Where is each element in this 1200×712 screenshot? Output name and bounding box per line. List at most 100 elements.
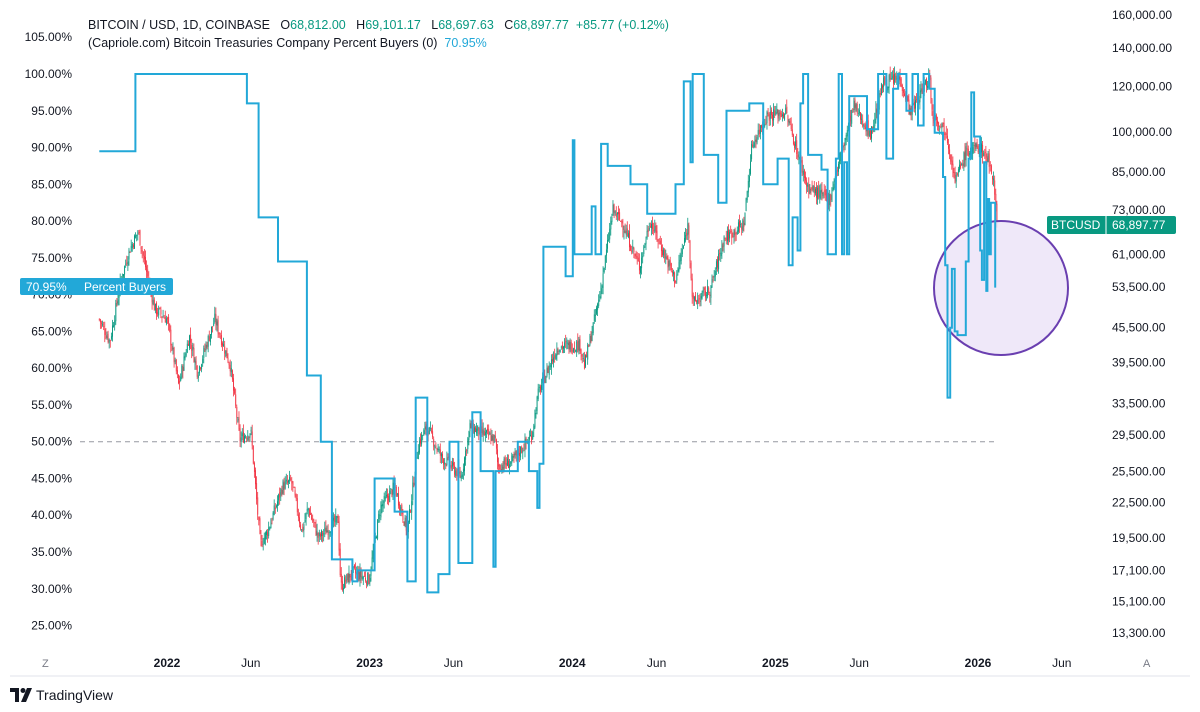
btcusd-candle xyxy=(153,299,155,311)
btcusd-candle xyxy=(575,350,577,352)
btcusd-candle xyxy=(168,316,170,324)
high-value: 69,101.17 xyxy=(365,18,421,32)
right-axis-tick-label: 15,100.00 xyxy=(1112,594,1166,608)
btcusd-candle xyxy=(206,344,208,348)
symbol-title[interactable]: BITCOIN / USD, 1D, COINBASE xyxy=(88,18,270,32)
btcusd-candle xyxy=(363,576,365,577)
btcusd-candle xyxy=(151,292,153,303)
btcusd-candle xyxy=(884,76,886,84)
btcusd-candle xyxy=(113,325,115,327)
btcusd-candle xyxy=(407,520,409,533)
btcusd-candle xyxy=(717,259,718,268)
btcusd-candle xyxy=(128,249,130,260)
btcusd-candle xyxy=(201,364,203,370)
btcusd-candle xyxy=(657,239,659,242)
btcusd-candle xyxy=(819,190,821,199)
btcusd-candle xyxy=(733,230,735,237)
left-axis-tick-label: 55.00% xyxy=(31,398,72,412)
timezone-button[interactable]: Z xyxy=(42,658,49,670)
btcusd-candle xyxy=(857,113,859,114)
indicator-title[interactable]: (Capriole.com) Bitcoin Treasuries Compan… xyxy=(88,36,438,50)
btcusd-candle xyxy=(379,514,381,516)
btcusd-candle xyxy=(422,435,424,437)
btcusd-candle xyxy=(170,329,172,346)
btcusd-candle xyxy=(708,287,710,294)
btcusd-candle xyxy=(134,235,135,249)
btcusd-candle xyxy=(514,453,516,456)
btcusd-candle xyxy=(599,296,601,299)
btcusd-candle xyxy=(307,508,309,511)
btcusd-candle xyxy=(949,149,951,155)
btcusd-candle xyxy=(257,497,259,515)
btcusd-candle xyxy=(274,507,276,510)
btcusd-candle xyxy=(972,147,974,154)
btcusd-candle xyxy=(250,429,252,432)
btcusd-candle xyxy=(281,490,283,495)
btcusd-candle xyxy=(192,347,194,350)
btcusd-candle xyxy=(391,489,393,496)
btcusd-candle xyxy=(98,319,100,320)
time-axis[interactable]: 2022 Jun 2023 Jun 2024 Jun 2025 Jun 2026 Jun xyxy=(154,656,1072,670)
btcusd-candle xyxy=(831,191,833,202)
auto-scale-button[interactable]: A xyxy=(1143,658,1151,670)
right-axis[interactable]: 160,000.00 140,000.00 120,000.00 100,000.00… xyxy=(1112,8,1172,640)
btcusd-candle xyxy=(240,437,242,442)
btcusd-candle xyxy=(423,430,425,436)
btcusd-candle xyxy=(913,101,915,109)
btcusd-candle xyxy=(159,307,161,309)
btcusd-candle xyxy=(807,184,809,187)
btcusd-candle xyxy=(534,412,536,428)
btcusd-candle xyxy=(824,189,826,196)
btcusd-candle xyxy=(830,194,832,201)
btcusd-candle xyxy=(777,109,779,119)
btcusd-candle xyxy=(602,273,604,288)
btcusd-candle xyxy=(136,234,138,236)
btcusd-candle xyxy=(208,336,210,342)
btcusd-candle xyxy=(629,231,630,248)
btcusd-candle xyxy=(647,229,649,232)
btcusd-candle xyxy=(512,456,514,459)
btcusd-candle xyxy=(658,239,660,241)
btcusd-candle xyxy=(497,449,498,463)
btcusd-candle xyxy=(883,77,885,87)
tradingview-logo[interactable]: TradingView xyxy=(10,686,113,704)
btcusd-candle xyxy=(124,266,126,275)
btcusd-candle xyxy=(195,361,197,365)
percent-buyers-badge-value: 70.95% xyxy=(26,280,67,294)
symbol-legend[interactable]: BITCOIN / USD, 1D, COINBASE O68,812.00 H… xyxy=(88,18,669,32)
btcusd-candle xyxy=(565,340,567,343)
btcusd-candle xyxy=(236,406,238,418)
btcusd-candle xyxy=(598,299,600,306)
indicator-legend[interactable]: (Capriole.com) Bitcoin Treasuries Compan… xyxy=(88,36,487,50)
btcusd-candle xyxy=(642,255,644,258)
btcusd-candle xyxy=(982,144,984,157)
btcusd-candle xyxy=(264,532,266,540)
btcusd-candle xyxy=(946,135,948,144)
btcusd-candle xyxy=(403,521,405,526)
btcusd-candle xyxy=(576,341,578,353)
btcusd-candle xyxy=(931,99,933,110)
right-axis-tick-label: 120,000.00 xyxy=(1112,79,1172,93)
btcusd-candle xyxy=(205,344,207,351)
btcusd-candle xyxy=(895,75,897,80)
btcusd-candle xyxy=(173,347,175,363)
btcusd-candle xyxy=(786,106,788,114)
btcusd-candle xyxy=(228,362,230,366)
tradingview-logo-icon xyxy=(10,688,32,702)
btcusd-candle xyxy=(669,260,671,266)
btcusd-candle xyxy=(748,176,750,182)
btcusd-candle xyxy=(182,366,184,372)
btcusd-candle xyxy=(674,272,676,283)
btcusd-candle xyxy=(104,328,106,335)
btcusd-candle xyxy=(570,341,572,352)
btcusd-candle xyxy=(473,427,475,435)
btcusd-candle xyxy=(879,93,881,95)
btcusd-candle xyxy=(893,74,894,84)
btcusd-candle xyxy=(656,230,658,240)
btcusd-candle xyxy=(256,483,258,500)
btcusd-candle xyxy=(688,225,690,239)
btcusd-candle xyxy=(695,295,696,302)
btcusd-candle xyxy=(377,519,379,539)
btcusd-candle xyxy=(546,368,548,376)
left-axis-tick-label: 25.00% xyxy=(31,619,72,633)
